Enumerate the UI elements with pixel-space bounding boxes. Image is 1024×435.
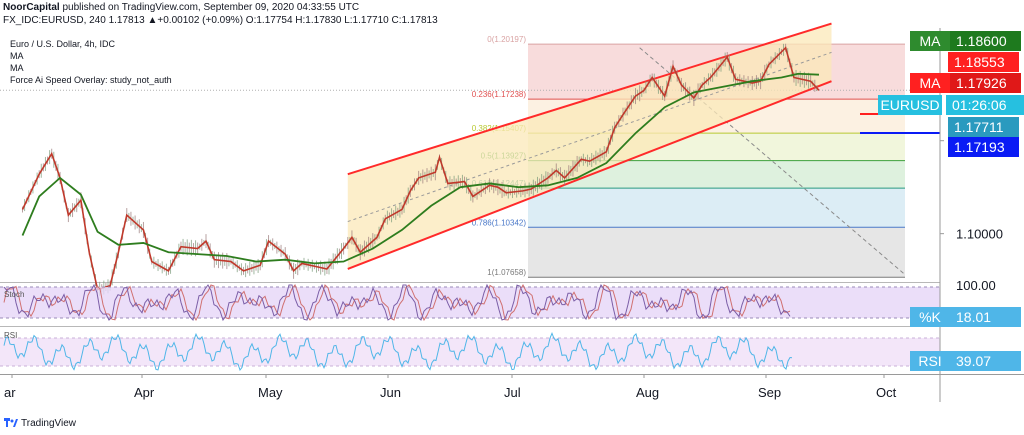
chart-header: NoorCapital published on TradingView.com…	[0, 0, 1024, 30]
rsi-value: 39.07	[950, 351, 1021, 371]
publisher-name[interactable]: NoorCapital	[3, 2, 60, 13]
stoch-k-label: %K	[910, 307, 950, 327]
channel-upper-line	[347, 22, 832, 176]
ma-line	[21, 72, 820, 265]
red-price-value: 1.18553	[948, 52, 1019, 72]
rsi-pane-label: RSI	[4, 331, 17, 340]
legend-force-overlay[interactable]: Force Ai Speed Overlay: study_not_auth	[10, 75, 172, 85]
month-label: ar	[4, 385, 16, 400]
fib-zone	[528, 227, 905, 278]
time-axis: ar Apr May Jun Jul Aug Sep Oct	[4, 374, 897, 400]
month-label: May	[258, 385, 283, 400]
legend-ma-2[interactable]: MA	[10, 63, 24, 73]
tradingview-logo-icon	[4, 418, 18, 428]
rsi-label: RSI	[910, 351, 950, 371]
footer-brand[interactable]: TradingView	[21, 418, 77, 429]
fib-zone	[528, 188, 905, 228]
publish-info: NoorCapital published on TradingView.com…	[3, 2, 359, 13]
indicator-panes: Stoch RSI	[0, 283, 940, 372]
ma-top-label: MA	[910, 31, 950, 51]
month-label: Jul	[504, 385, 521, 400]
indicator-legend: Euro / U.S. Dollar, 4h, IDC MA MA Force …	[10, 38, 172, 86]
price-tick-label: 1.10000	[956, 227, 1003, 242]
fib-level-label: 1(1.07658)	[487, 268, 526, 277]
price-series	[21, 43, 820, 296]
stoch-pane-label: Stoch	[4, 290, 24, 299]
legend-symbol[interactable]: Euro / U.S. Dollar, 4h, IDC	[10, 39, 116, 49]
eurusd-label: EURUSD	[878, 95, 942, 115]
month-label: Sep	[758, 385, 781, 400]
month-label: Apr	[134, 385, 155, 400]
month-label: Oct	[876, 385, 897, 400]
channel-fill	[347, 23, 832, 269]
rsi-line	[3, 331, 793, 372]
legend-ma-1[interactable]: MA	[10, 51, 24, 61]
ma-red-label: MA	[910, 73, 950, 93]
rsi-band	[0, 338, 940, 366]
fib-level-label: 0.236(1.17238)	[472, 90, 527, 99]
stoch-k-line	[3, 283, 791, 322]
symbol-ohlc: FX_IDC:EURUSD, 240 1.17813 ▲+0.00102 (+0…	[3, 15, 438, 26]
price-now-value: 1.17711	[948, 117, 1019, 137]
fib-level-label: 0.786(1.10342)	[472, 218, 527, 227]
stoch-axis-label: 100.00	[956, 278, 996, 293]
month-label: Aug	[636, 385, 659, 400]
publish-details: published on TradingView.com, September …	[59, 2, 360, 13]
countdown-value: 01:26:06	[946, 95, 1024, 115]
ma-red-value: 1.17926	[950, 73, 1021, 93]
month-label: Jun	[380, 385, 401, 400]
fib-level-label: 0(1.20197)	[487, 35, 526, 44]
footer: TradingView	[4, 418, 76, 429]
channel-lower-line	[347, 80, 832, 270]
stoch-k-value: 18.01	[950, 307, 1021, 327]
price-line	[21, 46, 820, 291]
blue-level-value: 1.17193	[948, 137, 1019, 157]
stoch-d-line	[3, 283, 791, 322]
ma-top-value: 1.18600	[950, 31, 1021, 51]
